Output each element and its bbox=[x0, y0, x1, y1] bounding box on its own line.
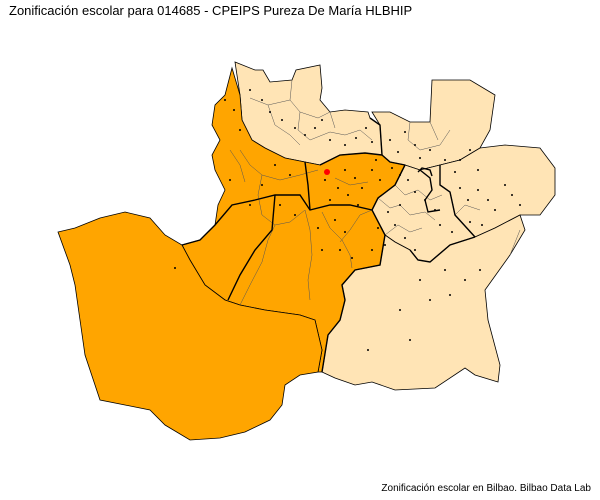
selected-school-marker bbox=[324, 169, 330, 175]
school-points bbox=[174, 89, 521, 351]
map-caption: Zonificación escolar en Bilbao. Bilbao D… bbox=[381, 483, 591, 494]
page-title: Zonificación escolar para 014685 - CPEIP… bbox=[9, 3, 413, 18]
zone-selected-southwest bbox=[57, 211, 323, 441]
zone-boundaries bbox=[181, 117, 476, 373]
zone-south-east bbox=[321, 214, 526, 391]
zones-other bbox=[234, 61, 556, 391]
subdivision-lines bbox=[229, 79, 521, 306]
